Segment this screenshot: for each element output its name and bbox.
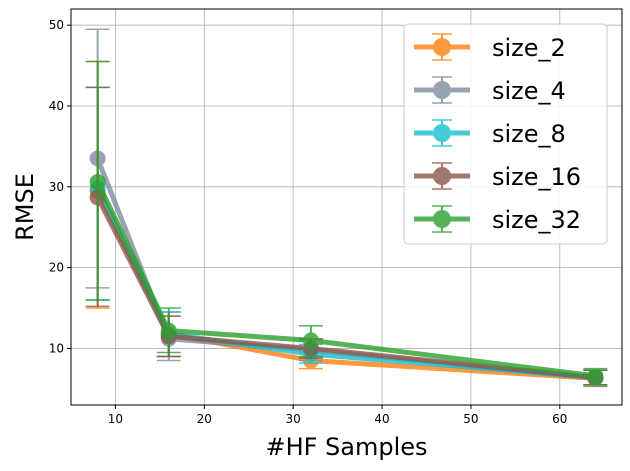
- data-point: [89, 173, 106, 190]
- series-line: [95, 196, 596, 381]
- plot-frame: [70, 8, 623, 406]
- legend-item-size_8: [414, 119, 470, 147]
- data-point: [302, 332, 319, 349]
- data-point: [160, 322, 177, 339]
- series-line: [95, 180, 596, 379]
- y-tick-label: 50: [49, 18, 64, 32]
- legend-box: [403, 23, 608, 245]
- x-tick-label: 50: [463, 412, 478, 426]
- legend-label: size_4: [492, 77, 566, 105]
- legend-label: size_16: [492, 163, 581, 191]
- y-tick-label: 10: [49, 341, 64, 355]
- legend-item-size_4: [414, 76, 470, 104]
- legend-item-size_32: [414, 205, 470, 233]
- y-tick-label: 30: [49, 180, 64, 194]
- x-axis-title: #HF Samples: [265, 433, 427, 461]
- series-size_32: [85, 60, 608, 386]
- x-tick-label: 30: [286, 412, 301, 426]
- x-tick-label: 20: [197, 412, 212, 426]
- x-tick-label: 40: [374, 412, 389, 426]
- y-axis-title: RMSE: [11, 173, 39, 241]
- y-tick-label: 40: [49, 99, 64, 113]
- legend-marker: [433, 124, 451, 142]
- legend-marker: [433, 210, 451, 228]
- legend-item-size_16: [414, 162, 470, 190]
- legend-marker: [433, 81, 451, 99]
- series-group: [85, 28, 608, 388]
- legend-label: size_32: [492, 206, 581, 234]
- legend-label: size_8: [492, 120, 566, 148]
- legend-item-size_2: [414, 33, 470, 61]
- x-tick-label: 10: [108, 412, 123, 426]
- legend-marker: [433, 38, 451, 56]
- legend: size_2 size_4 size_8 size_16 size_32: [403, 23, 608, 245]
- y-tick-label: 20: [49, 261, 64, 275]
- axis-ticks: 10 20 30 40 50 60 10 20 30 40 50: [49, 18, 568, 426]
- legend-label: size_2: [492, 34, 566, 62]
- legend-marker: [433, 167, 451, 185]
- data-point: [587, 367, 604, 384]
- x-tick-label: 60: [552, 412, 567, 426]
